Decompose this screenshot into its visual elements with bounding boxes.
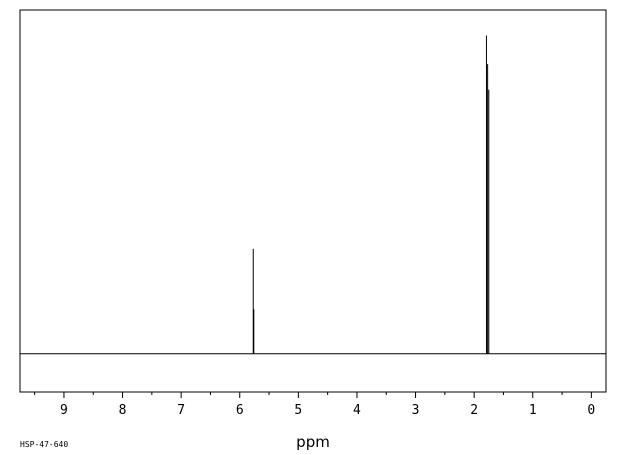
x-tick-label: 4 bbox=[353, 403, 361, 418]
x-tick-label: 0 bbox=[587, 403, 595, 418]
x-axis-label: ppm bbox=[296, 433, 330, 451]
x-tick-label: 8 bbox=[119, 403, 127, 418]
spectrum-code: HSP-47-640 bbox=[20, 440, 68, 449]
plot-frame bbox=[19, 9, 607, 393]
x-tick-label: 3 bbox=[412, 403, 420, 418]
x-tick-label: 7 bbox=[177, 403, 185, 418]
x-tick-label: 1 bbox=[529, 403, 537, 418]
x-tick-label: 6 bbox=[236, 403, 244, 418]
x-tick-label: 9 bbox=[60, 403, 68, 418]
x-axis-ticks: 9 8 7 6 5 4 3 2 1 0 bbox=[34, 392, 595, 418]
spectrum-layer bbox=[20, 35, 606, 355]
x-tick-label: 5 bbox=[294, 403, 302, 418]
x-tick-label: 2 bbox=[470, 403, 478, 418]
